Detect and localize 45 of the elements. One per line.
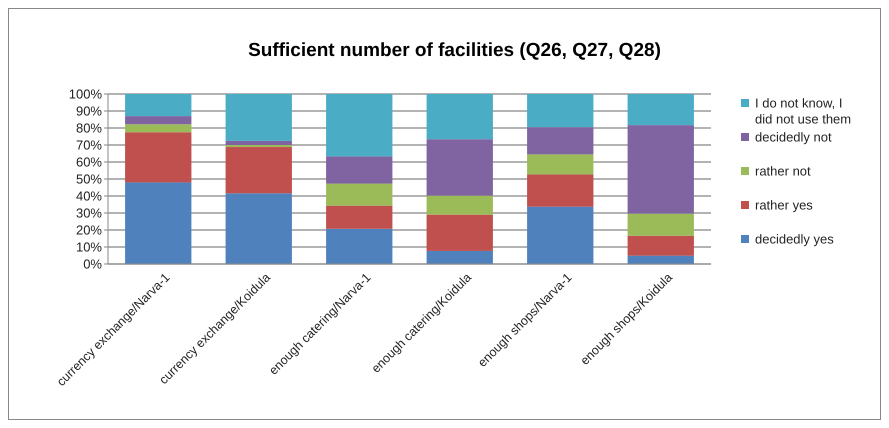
y-tick-label: 100%: [68, 86, 102, 102]
bar: [426, 214, 493, 251]
legend-label: rather not: [755, 164, 812, 179]
bar: [527, 154, 594, 174]
y-tick-label: 10%: [76, 240, 102, 255]
bar: [226, 147, 292, 194]
bar: [125, 132, 192, 182]
bar: [426, 94, 493, 140]
bar: [527, 127, 594, 154]
bar: [527, 174, 594, 207]
y-tick-label: 20%: [76, 222, 102, 238]
bar: [628, 94, 694, 126]
bar: [326, 156, 392, 184]
bar: [125, 116, 192, 124]
legend-label: rather yes: [755, 198, 814, 213]
bar: [527, 94, 594, 128]
bar: [628, 214, 694, 236]
y-tick-label: 30%: [76, 206, 102, 221]
y-tick-label: 50%: [76, 172, 102, 187]
bar: [628, 236, 694, 256]
bar: [226, 193, 292, 264]
bar: [125, 124, 192, 132]
bar: [226, 94, 292, 141]
bar: [125, 94, 192, 116]
y-tick-label: 90%: [76, 104, 102, 119]
chart-title: Sufficient number of facilities (Q26, Q27, Q28): [248, 40, 661, 61]
legend-label: decidedly yes: [755, 232, 834, 247]
bar: [628, 256, 694, 264]
bar: [426, 196, 493, 215]
bar: [628, 125, 694, 214]
bar: [426, 139, 493, 196]
bar: [226, 140, 292, 145]
bar: [326, 228, 392, 264]
bar: [426, 250, 493, 264]
legend-label: decidedly not: [755, 130, 832, 145]
bar: [326, 206, 392, 229]
y-tick-label: 70%: [76, 138, 102, 153]
y-tick-label: 0%: [83, 256, 102, 272]
y-tick-label: 40%: [76, 188, 102, 204]
bar: [326, 184, 392, 206]
y-tick-label: 60%: [76, 154, 102, 170]
bar: [527, 206, 594, 264]
bar: [125, 182, 192, 264]
bar: [326, 94, 392, 156]
y-tick-label: 80%: [76, 120, 102, 136]
